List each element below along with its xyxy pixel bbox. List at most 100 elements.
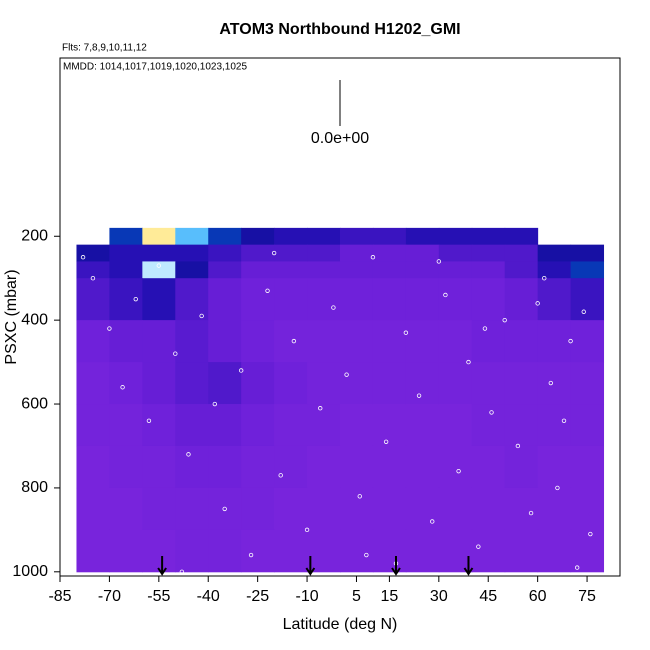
x-tick-label: -25	[246, 588, 269, 605]
cell	[340, 320, 374, 363]
cell	[340, 445, 374, 489]
x-tick-label: 60	[529, 588, 547, 605]
cell	[504, 487, 539, 531]
cell	[307, 445, 341, 489]
cell	[537, 445, 572, 489]
y-tick-label: 600	[21, 395, 48, 412]
cell	[438, 320, 473, 363]
cell	[471, 529, 506, 573]
cell	[175, 261, 209, 279]
subtitle: Flts: 7,8,9,10,11,12	[62, 43, 147, 54]
cell	[405, 362, 440, 405]
cell	[307, 320, 341, 363]
cell	[109, 445, 143, 489]
cell	[504, 445, 539, 489]
cell	[208, 261, 242, 279]
heatmap	[76, 227, 605, 573]
sample-point	[291, 338, 297, 344]
cell	[175, 487, 209, 531]
cell	[241, 278, 275, 321]
annotation: MMDD: 1014,1017,1019,1020,1023,1025	[63, 62, 247, 73]
cell	[438, 227, 473, 246]
cell	[372, 487, 407, 531]
cell	[109, 320, 143, 363]
cell	[142, 404, 176, 447]
cell	[537, 320, 572, 363]
sample-point	[120, 385, 125, 390]
cell	[471, 445, 506, 489]
cell	[438, 244, 473, 262]
cell	[537, 362, 572, 405]
cell	[274, 404, 308, 447]
cell	[109, 404, 143, 447]
cell	[372, 362, 407, 405]
sample-point	[476, 544, 481, 549]
cell	[471, 320, 506, 363]
cell	[438, 529, 473, 573]
sample-point	[364, 552, 369, 558]
sample-point	[456, 468, 461, 474]
x-tick-label: 30	[430, 588, 448, 605]
sample-point	[265, 288, 270, 293]
cell	[471, 261, 506, 279]
cell	[405, 244, 440, 262]
flight-arrow	[305, 556, 316, 576]
sample-point	[357, 494, 362, 499]
sample-point	[542, 276, 547, 281]
cell	[307, 261, 341, 279]
cell	[208, 362, 242, 405]
cell	[570, 244, 605, 262]
sample-point	[156, 263, 162, 268]
sample-point	[383, 439, 389, 444]
cell	[471, 227, 506, 246]
sample-point	[212, 401, 218, 407]
cell	[405, 445, 440, 489]
cell	[142, 445, 176, 489]
cell	[340, 529, 374, 573]
cell	[307, 404, 341, 447]
sample-point	[581, 309, 586, 314]
cell	[109, 529, 143, 573]
cell	[537, 278, 572, 321]
cell	[274, 529, 308, 573]
sample-point	[528, 510, 534, 516]
cell	[76, 244, 110, 262]
cell	[537, 404, 572, 447]
flight-arrow	[157, 556, 167, 576]
cell	[109, 244, 143, 262]
cell	[76, 362, 110, 405]
cell	[175, 278, 209, 321]
sample-point	[331, 305, 336, 310]
cell	[570, 261, 605, 279]
cell	[570, 529, 605, 573]
cell	[438, 261, 473, 279]
cell	[340, 362, 374, 405]
cell	[142, 261, 176, 279]
cell	[405, 487, 440, 531]
cell	[241, 529, 275, 573]
cell	[109, 362, 143, 405]
cell	[570, 487, 605, 531]
cell	[405, 320, 440, 363]
cell	[274, 261, 308, 279]
cell	[504, 529, 539, 573]
cell	[504, 261, 539, 279]
sample-point	[561, 418, 567, 424]
cell	[372, 404, 407, 447]
cell	[471, 404, 506, 447]
sample-point	[416, 393, 422, 398]
cell	[340, 404, 374, 447]
cell	[570, 362, 605, 405]
cell	[274, 227, 308, 246]
cell	[438, 445, 473, 489]
cell	[241, 320, 275, 363]
cell	[274, 487, 308, 531]
cell	[340, 261, 374, 279]
cell	[340, 278, 374, 321]
sample-point	[436, 259, 442, 264]
cell	[438, 404, 473, 447]
cell	[471, 362, 506, 405]
cell	[208, 227, 242, 246]
cell	[208, 244, 242, 262]
